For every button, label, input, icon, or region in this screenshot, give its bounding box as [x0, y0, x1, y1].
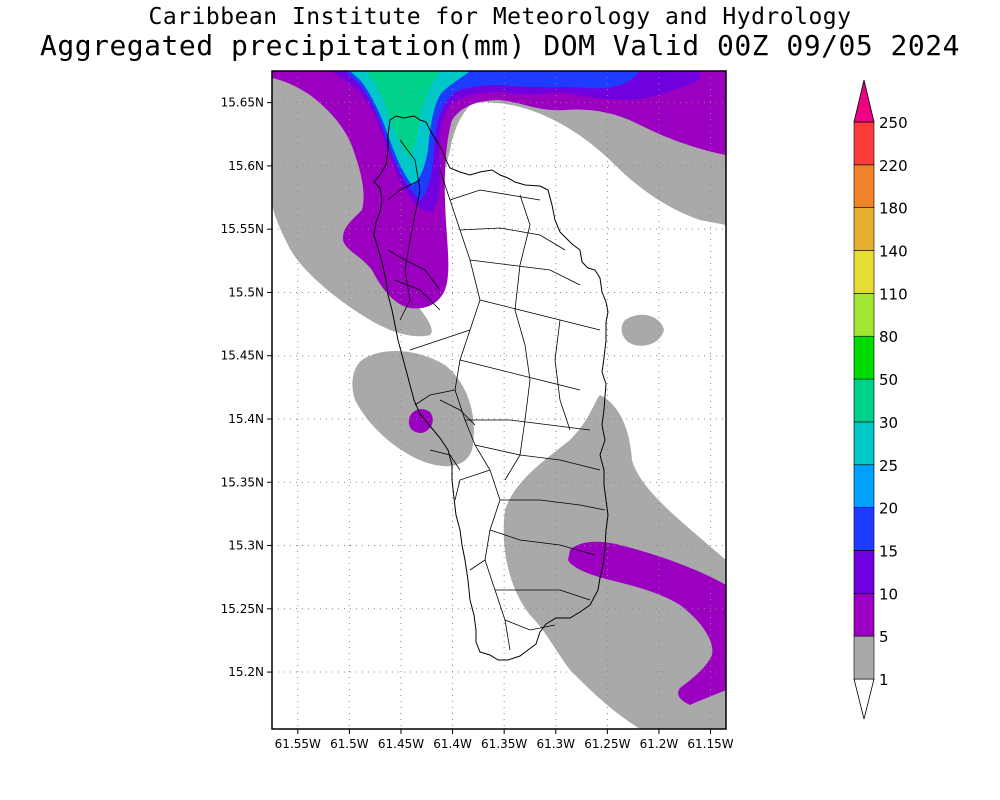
lat-tick-label: 15.35N [221, 475, 264, 489]
colorbar-box [853, 121, 875, 166]
colorbar-level-label: 5 [879, 628, 889, 646]
colorbar-level-label: 50 [879, 371, 898, 389]
lon-tick-label: 61.55W [275, 737, 321, 751]
island-outline [373, 115, 609, 661]
lat-tick-label: 15.3N [228, 539, 264, 553]
watershed-lines [387, 139, 606, 651]
colorbar-level-label: 30 [879, 414, 898, 432]
colorbar-box [853, 335, 875, 380]
shade-gray-east-blob [621, 314, 664, 346]
title-block: Caribbean Institute for Meteorology and … [0, 4, 1000, 62]
shade-gray-west-blob [352, 350, 474, 467]
plot-frame [271, 70, 727, 730]
title-product: Aggregated precipitation(mm) DOM Valid 0… [40, 29, 960, 62]
lat-tick-label: 15.2N [228, 665, 264, 679]
lat-tick-label: 15.65N [221, 96, 264, 110]
lat-tick-label: 15.4N [228, 412, 264, 426]
map-axes: 61.55W 61.5W 61.45W 61.4W 61.35W 61.3W 61.25W 6… [221, 96, 734, 751]
colorbar-under-arrow [853, 678, 875, 720]
shade-gray-far-southeast [700, 693, 726, 729]
lon-tick-label: 61.35W [481, 737, 527, 751]
colorbar-level-label: 180 [879, 200, 908, 218]
coordinate-grid [272, 71, 726, 729]
colorbar-level-label: 250 [879, 114, 908, 132]
colorbar-level-label: 1 [879, 671, 889, 689]
colorbar-box [853, 635, 875, 680]
colorbar-box [853, 421, 875, 466]
lon-tick-label: 61.3W [536, 737, 575, 751]
colorbar-level-label: 140 [879, 243, 908, 261]
lat-tick-label: 15.6N [228, 159, 264, 173]
lat-tick-label: 15.5N [228, 285, 264, 299]
coastline-dominica [373, 115, 609, 661]
shade-purple-west-spot [408, 409, 433, 433]
colorbar-box [853, 378, 875, 423]
colorbar-level-label: 110 [879, 285, 908, 303]
colorbar-box [853, 507, 875, 551]
lon-tick-label: 61.25W [584, 737, 630, 751]
colorbar-box [853, 207, 875, 251]
lon-tick-label: 61.15W [687, 737, 733, 751]
colorbar-level-label: 25 [879, 457, 898, 475]
colorbar-box [853, 464, 875, 508]
colorbar-box [853, 293, 875, 337]
shade-teal-north [368, 71, 440, 158]
lat-tick-label: 15.45N [221, 349, 264, 363]
lat-tick-label: 15.55N [221, 222, 264, 236]
title-institute: Caribbean Institute for Meteorology and … [148, 4, 852, 30]
lon-tick-label: 61.4W [433, 737, 472, 751]
colorbar-level-label: 10 [879, 585, 898, 603]
shade-purple-southeast [568, 541, 726, 705]
colorbar-box [853, 164, 875, 208]
colorbar-box [853, 593, 875, 637]
colorbar-box [853, 250, 875, 294]
colorbar-level-label: 15 [879, 542, 898, 560]
colorbar-level-label: 80 [879, 328, 898, 346]
lon-tick-label: 61.2W [640, 737, 679, 751]
lon-tick-label: 61.45W [378, 737, 424, 751]
colorbar-level-label: 20 [879, 500, 898, 518]
lon-tick-label: 61.5W [330, 737, 369, 751]
colorbar-over-arrow [853, 79, 875, 123]
colorbar-box [853, 550, 875, 594]
colorbar-level-label: 220 [879, 157, 908, 175]
lat-tick-label: 15.25N [221, 602, 264, 616]
precipitation-shading [272, 71, 726, 729]
